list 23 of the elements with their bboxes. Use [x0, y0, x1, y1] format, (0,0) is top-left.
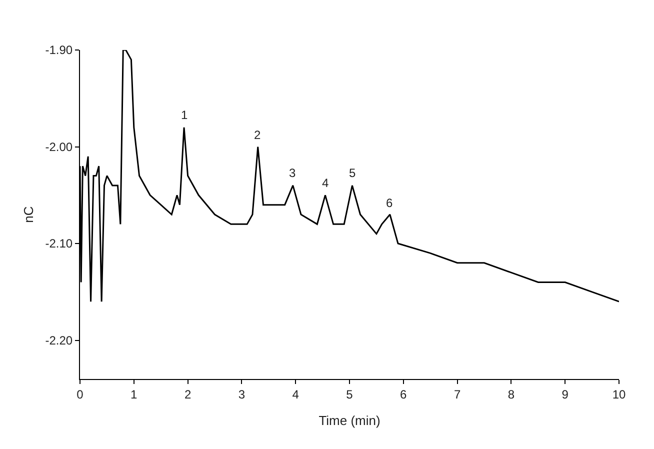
x-tick-label: 2 — [184, 387, 192, 402]
x-tick-label: 1 — [130, 387, 138, 402]
annotation: 1 — [181, 108, 188, 122]
x-tick-label: 9 — [562, 387, 569, 402]
x-tick-label: 7 — [454, 387, 461, 402]
annotation: 6 — [386, 196, 393, 210]
annotation: 4 — [322, 176, 329, 190]
annotation: 2 — [254, 128, 261, 142]
x-tick-label: 4 — [292, 387, 300, 402]
x-tick-label: 10 — [612, 387, 626, 402]
y-tick-label: -2.00 — [45, 140, 73, 154]
x-tick-label: 0 — [76, 387, 84, 402]
y-tick-label: -2.20 — [45, 333, 73, 348]
y-tick-label: -2.10 — [45, 236, 73, 251]
x-axis-title: Time (min) — [318, 413, 380, 428]
annotation: 5 — [349, 166, 356, 180]
x-tick-label: 5 — [346, 387, 354, 402]
x-tick-label: 6 — [400, 387, 408, 402]
x-tick-label: 3 — [238, 387, 246, 402]
annotation: 3 — [289, 166, 296, 180]
y-tick-label: -1.90 — [45, 43, 73, 58]
x-tick-label: 8 — [508, 387, 515, 402]
y-axis-title: nC — [21, 206, 36, 223]
